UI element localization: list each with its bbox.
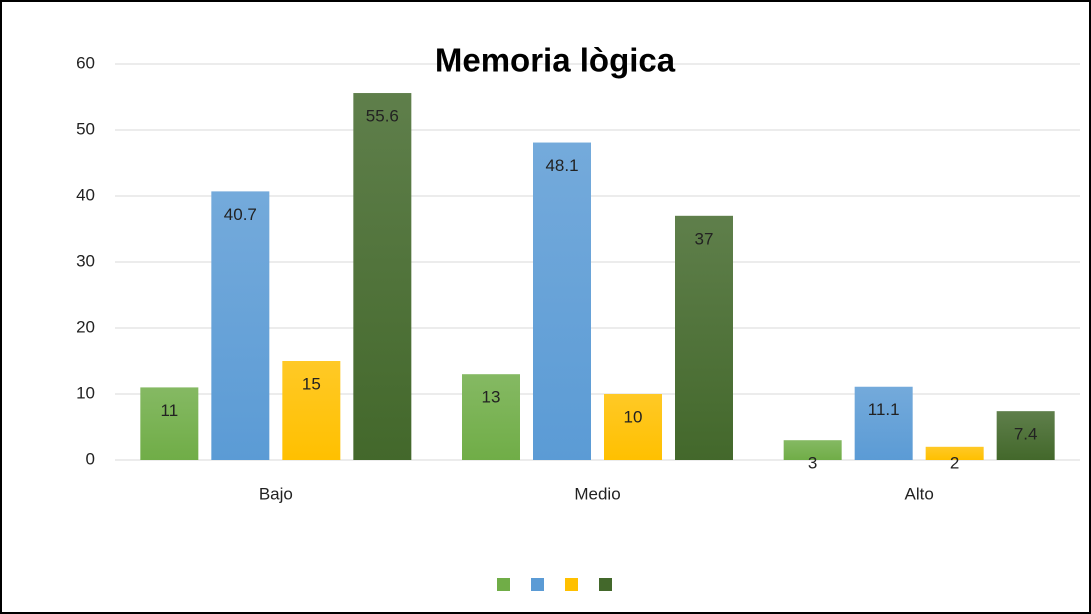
- y-tick-label: 20: [76, 317, 95, 336]
- bar: [604, 394, 662, 460]
- data-label: 2: [950, 453, 959, 472]
- bar: [533, 142, 591, 461]
- data-label: 40.7: [224, 205, 257, 224]
- y-tick-label: 10: [76, 383, 95, 402]
- legend-swatch: [531, 578, 544, 591]
- x-tick-label: Alto: [905, 484, 934, 503]
- legend-swatch: [497, 578, 510, 591]
- bar: [783, 440, 842, 460]
- data-label: 7.4: [1014, 425, 1038, 444]
- data-label: 13: [482, 388, 501, 407]
- y-tick-label: 30: [76, 251, 95, 270]
- bar: [925, 446, 984, 460]
- legend-swatch: [599, 578, 612, 591]
- bar: [675, 215, 733, 460]
- bar: [854, 386, 913, 460]
- y-tick-label: 50: [76, 119, 95, 138]
- data-label: 11.1: [868, 400, 900, 419]
- bar: [282, 361, 341, 460]
- data-label: 10: [624, 407, 643, 426]
- data-label: 37: [695, 229, 714, 248]
- bar: [996, 411, 1055, 460]
- y-tick-label: 60: [76, 53, 95, 72]
- data-label: 55.6: [366, 107, 399, 126]
- y-tick-label: 40: [76, 185, 95, 204]
- bar: [140, 387, 199, 460]
- data-label: 15: [302, 374, 321, 393]
- data-label: 48.1: [545, 156, 578, 175]
- x-tick-label: Medio: [574, 484, 620, 503]
- bar: [353, 93, 412, 460]
- data-label: 3: [808, 453, 817, 472]
- chart-title: Memoria lògica: [435, 42, 676, 79]
- bar: [462, 374, 520, 460]
- x-tick-label: Bajo: [259, 484, 293, 503]
- bar: [211, 191, 270, 460]
- y-tick-label: 0: [86, 449, 95, 468]
- data-label: 11: [161, 401, 179, 420]
- legend-swatch: [565, 578, 578, 591]
